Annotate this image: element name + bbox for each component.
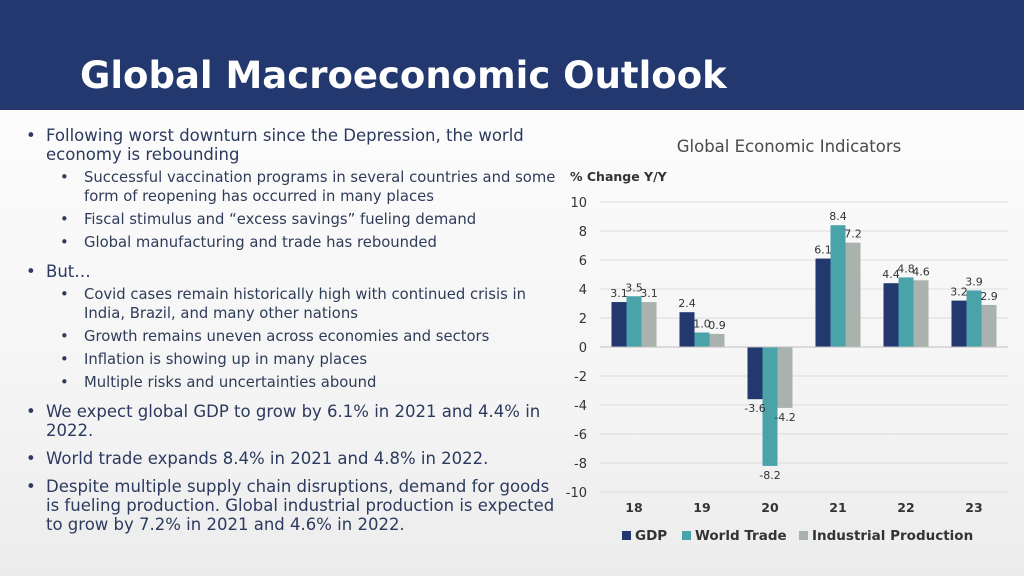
bullet-item: Despite multiple supply chain disruption… [26,477,556,534]
y-tick-label: 6 [579,254,587,269]
x-tick-label: 19 [693,500,710,515]
bar [626,296,642,347]
sub-bullet-item: Growth remains uneven across economies a… [26,327,556,346]
bar [898,277,914,347]
sub-bullet-item: Covid cases remain historically high wit… [26,285,556,323]
x-tick-label: 20 [761,500,779,515]
data-label: 2.4 [678,297,696,310]
bar [777,347,793,408]
data-label: 7.2 [844,228,862,241]
bar [709,333,725,347]
bar [611,302,627,347]
bar [913,280,929,347]
data-label: -4.2 [774,411,795,424]
legend-swatch [622,531,631,540]
y-tick-label: -2 [574,370,587,385]
bar [694,332,710,347]
sub-bullet-item: Multiple risks and uncertainties abound [26,373,556,392]
bullet-item: We expect global GDP to grow by 6.1% in … [26,402,556,440]
data-label: 4.6 [912,265,930,278]
x-tick-label: 18 [625,500,642,515]
x-tick-labels: 18 19 20 21 22 23 [625,500,982,515]
legend-label: World Trade [695,528,787,544]
bar [747,347,763,400]
data-label: 1.0 [693,318,711,331]
legend-swatch [682,531,691,540]
bar [815,258,831,347]
y-axis-label: % Change Y/Y [570,169,668,184]
y-tick-label: 4 [579,283,587,298]
legend: GDP World Trade Industrial Production [622,528,973,544]
bar [641,302,657,347]
data-label: -3.6 [744,402,765,415]
data-label: 0.9 [708,319,726,332]
bar [679,312,695,347]
data-label: -8.2 [759,469,780,482]
bullet-list: Following worst downturn since the Depre… [26,126,556,534]
data-label: 4.8 [897,262,915,275]
data-label: 3.2 [950,286,968,299]
data-label: 6.1 [814,244,832,257]
slide-title: Global Macroeconomic Outlook [80,54,727,97]
data-label: 8.4 [829,210,847,223]
chart-title: Global Economic Indicators [677,137,902,156]
bar [966,290,982,347]
sub-bullet-item: Global manufacturing and trade has rebou… [26,233,556,252]
x-tick-label: 23 [965,500,982,515]
bar [845,242,861,347]
legend-label: GDP [635,528,667,544]
bars [611,225,997,466]
bar [981,304,997,347]
y-tick-label: 10 [570,196,587,211]
data-label: 3.5 [625,281,643,294]
data-label: 3.9 [965,275,983,288]
x-tick-label: 22 [897,500,914,515]
bullet-item: World trade expands 8.4% in 2021 and 4.8… [26,449,556,468]
y-tick-label: 0 [579,341,587,356]
bar [762,347,778,466]
data-label: 3.1 [610,287,628,300]
y-tick-labels: 10 8 6 4 2 0 -2 -4 -6 -8 -10 [566,196,587,501]
legend-swatch [799,531,808,540]
y-tick-label: -4 [574,399,587,414]
title-bar: Global Macroeconomic Outlook [0,0,1024,110]
y-tick-label: -10 [566,486,587,501]
y-tick-label: 8 [579,225,587,240]
data-label: 4.4 [882,268,900,281]
sub-bullet-item: Fiscal stimulus and “excess savings” fue… [26,210,556,229]
y-tick-label: 2 [579,312,587,327]
x-tick-label: 21 [829,500,846,515]
data-label: 3.1 [640,287,658,300]
y-tick-label: -6 [574,428,587,443]
data-labels: 3.1 2.4 -3.6 6.1 4.4 3.2 3.5 1.0 -8.2 8.4 4.8 3.9 3.… [610,210,998,482]
bar [951,300,967,347]
bullet-item: Following worst downturn since the Depre… [26,126,556,164]
legend-label: Industrial Production [812,528,973,544]
sub-bullet-item: Inflation is showing up in many places [26,350,556,369]
data-label: 2.9 [980,290,998,303]
sub-bullet-item: Successful vaccination programs in sever… [26,168,556,206]
bullet-item: But… [26,262,556,281]
bar [830,225,846,347]
y-tick-label: -8 [574,457,587,472]
bar [883,283,899,347]
